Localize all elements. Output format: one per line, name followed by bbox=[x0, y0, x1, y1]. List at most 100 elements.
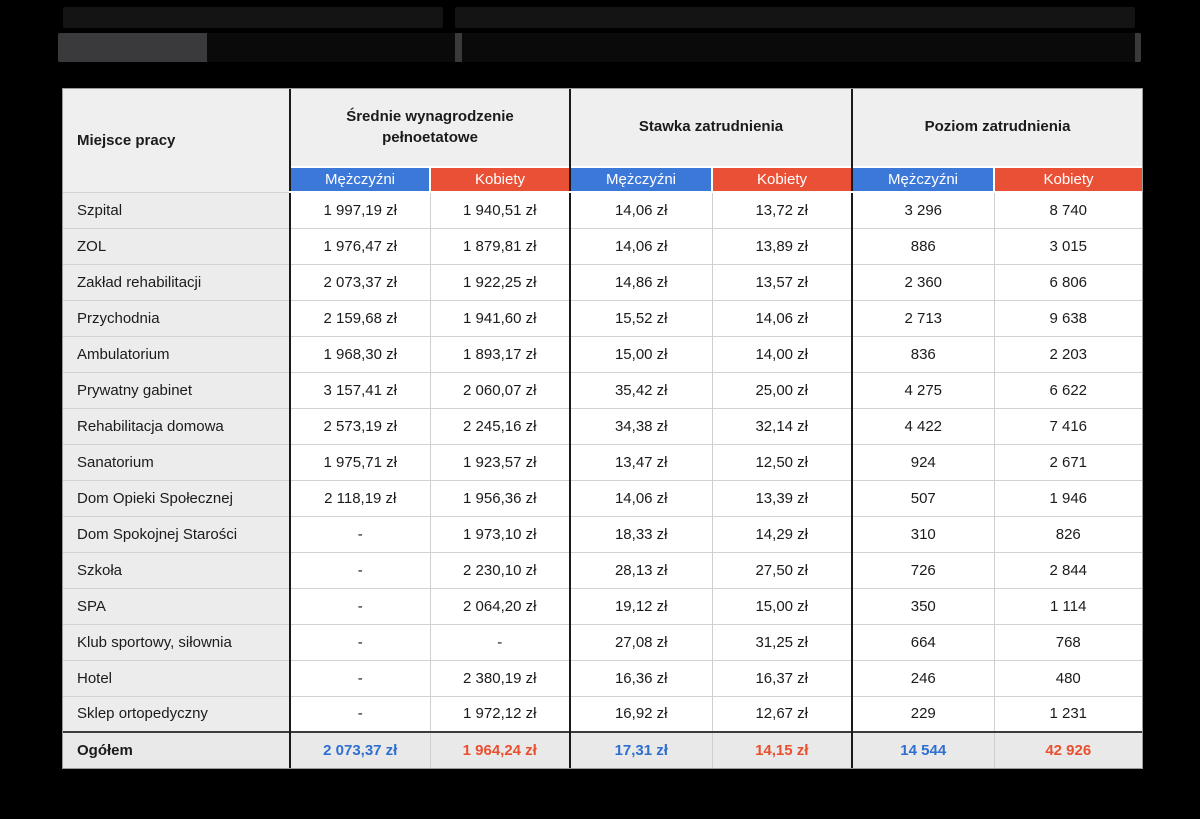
cell-men: 2 118,19 zł bbox=[289, 479, 430, 516]
cell-men: 15,52 zł bbox=[569, 299, 712, 336]
subheader-men: Mężczyźni bbox=[569, 166, 712, 193]
row-label: Sanatorium bbox=[63, 443, 290, 480]
cell-women: 16,37 zł bbox=[711, 659, 852, 696]
cell-men: 2 573,19 zł bbox=[289, 407, 430, 444]
cell-women: 2 245,16 zł bbox=[429, 407, 570, 444]
row-label: SPA bbox=[63, 587, 290, 624]
cell-women: 1 923,57 zł bbox=[429, 443, 570, 480]
row-label: Ambulatorium bbox=[63, 335, 290, 372]
cell-women: 6 622 bbox=[993, 371, 1143, 408]
cell-men: 350 bbox=[851, 587, 994, 624]
cell-women: 2 230,10 zł bbox=[429, 551, 570, 588]
redacted-tab-bar bbox=[63, 7, 1135, 28]
cell-women: 1 879,81 zł bbox=[429, 227, 570, 264]
cell-women: 14,06 zł bbox=[711, 299, 852, 336]
redacted-block bbox=[63, 7, 443, 28]
cell-men: 15,00 zł bbox=[569, 335, 712, 372]
cell-women: 8 740 bbox=[993, 191, 1143, 228]
table-row: Klub sportowy, siłownia - -27,08 zł 31,25 z… bbox=[63, 623, 1143, 660]
redacted-block bbox=[455, 7, 1135, 28]
table-row: Ambulatorium 1 968,30 zł 1 893,17 zł 15,00 … bbox=[63, 335, 1143, 372]
table-row: Szpital 1 997,19 zł 1 940,51 zł 14,06 zł 13,… bbox=[63, 191, 1143, 228]
row-label: Dom Opieki Społecznej bbox=[63, 479, 290, 516]
cell-men: 3 296 bbox=[851, 191, 994, 228]
cell-women: 1 231 bbox=[993, 695, 1143, 732]
cell-men: 14,86 zł bbox=[569, 263, 712, 300]
cell-women: 25,00 zł bbox=[711, 371, 852, 408]
cell-women: 768 bbox=[993, 623, 1143, 660]
table-row: ZOL 1 976,47 zł 1 879,81 zł 14,06 zł 13,89 z… bbox=[63, 227, 1143, 264]
cell-men: 2 713 bbox=[851, 299, 994, 336]
cell-men: 16,36 zł bbox=[569, 659, 712, 696]
cell-women: 1 956,36 zł bbox=[429, 479, 570, 516]
row-label: Dom Spokojnej Starości bbox=[63, 515, 290, 552]
cell-women: 13,89 zł bbox=[711, 227, 852, 264]
total-cell-men: 2 073,37 zł bbox=[289, 731, 430, 768]
cell-men: - bbox=[289, 587, 430, 624]
cell-men: 664 bbox=[851, 623, 994, 660]
cell-women: 14,00 zł bbox=[711, 335, 852, 372]
cell-women: - bbox=[429, 623, 570, 660]
cell-men: - bbox=[289, 695, 430, 732]
cell-men: 1 997,19 zł bbox=[289, 191, 430, 228]
cell-men: 2 159,68 zł bbox=[289, 299, 430, 336]
cell-men: 886 bbox=[851, 227, 994, 264]
cell-women: 14,29 zł bbox=[711, 515, 852, 552]
cell-men: 4 275 bbox=[851, 371, 994, 408]
column-header-miejsce-pracy: Miejsce pracy bbox=[63, 89, 290, 192]
row-label: Szkoła bbox=[63, 551, 290, 588]
cell-men: 13,47 zł bbox=[569, 443, 712, 480]
total-row-label: Ogółem bbox=[63, 731, 290, 768]
cell-women: 2 844 bbox=[993, 551, 1143, 588]
total-cell-men: 14 544 bbox=[851, 731, 994, 768]
cell-women: 1 922,25 zł bbox=[429, 263, 570, 300]
row-label: Hotel bbox=[63, 659, 290, 696]
cell-men: 3 157,41 zł bbox=[289, 371, 430, 408]
cell-men: 1 968,30 zł bbox=[289, 335, 430, 372]
cell-women: 2 671 bbox=[993, 443, 1143, 480]
table-row: Zakład rehabilitacji 2 073,37 zł 1 922,25 … bbox=[63, 263, 1143, 300]
cell-men: 28,13 zł bbox=[569, 551, 712, 588]
cell-women: 31,25 zł bbox=[711, 623, 852, 660]
row-label: ZOL bbox=[63, 227, 290, 264]
redacted-block bbox=[207, 33, 455, 62]
cell-women: 13,72 zł bbox=[711, 191, 852, 228]
cell-men: 14,06 zł bbox=[569, 227, 712, 264]
cell-men: 246 bbox=[851, 659, 994, 696]
subheader-women: Kobiety bbox=[992, 166, 1143, 193]
cell-women: 1 946 bbox=[993, 479, 1143, 516]
cell-men: 2 073,37 zł bbox=[289, 263, 430, 300]
cell-women: 1 941,60 zł bbox=[429, 299, 570, 336]
total-cell-women: 1 964,24 zł bbox=[429, 731, 570, 768]
cell-men: 35,42 zł bbox=[569, 371, 712, 408]
group-header-employment-level: Poziom zatrudnienia bbox=[850, 89, 1143, 167]
cell-women: 2 203 bbox=[993, 335, 1143, 372]
cell-women: 13,39 zł bbox=[711, 479, 852, 516]
table-row: Rehabilitacja domowa 2 573,19 zł 2 245,16 … bbox=[63, 407, 1143, 444]
total-cell-men: 17,31 zł bbox=[569, 731, 712, 768]
total-cell-women: 14,15 zł bbox=[711, 731, 852, 768]
cell-men: 836 bbox=[851, 335, 994, 372]
cell-women: 3 015 bbox=[993, 227, 1143, 264]
cell-men: 1 975,71 zł bbox=[289, 443, 430, 480]
cell-men: 14,06 zł bbox=[569, 191, 712, 228]
employment-table: Miejsce pracy Średnie wynagrodzenie pełn… bbox=[63, 89, 1143, 768]
total-cell-women: 42 926 bbox=[993, 731, 1143, 768]
cell-women: 1 114 bbox=[993, 587, 1143, 624]
group-header-employment-rate: Stawka zatrudnienia bbox=[569, 89, 852, 167]
cell-women: 826 bbox=[993, 515, 1143, 552]
cell-women: 32,14 zł bbox=[711, 407, 852, 444]
cell-women: 12,67 zł bbox=[711, 695, 852, 732]
cell-men: - bbox=[289, 515, 430, 552]
cell-women: 1 893,17 zł bbox=[429, 335, 570, 372]
cell-men: 229 bbox=[851, 695, 994, 732]
cell-men: 4 422 bbox=[851, 407, 994, 444]
cell-men: 2 360 bbox=[851, 263, 994, 300]
subheader-men: Mężczyźni bbox=[289, 166, 430, 193]
row-label: Prywatny gabinet bbox=[63, 371, 290, 408]
cell-women: 12,50 zł bbox=[711, 443, 852, 480]
cell-women: 480 bbox=[993, 659, 1143, 696]
table-row: Dom Spokojnej Starości -1 973,10 zł 18,33 … bbox=[63, 515, 1143, 552]
cell-men: 18,33 zł bbox=[569, 515, 712, 552]
